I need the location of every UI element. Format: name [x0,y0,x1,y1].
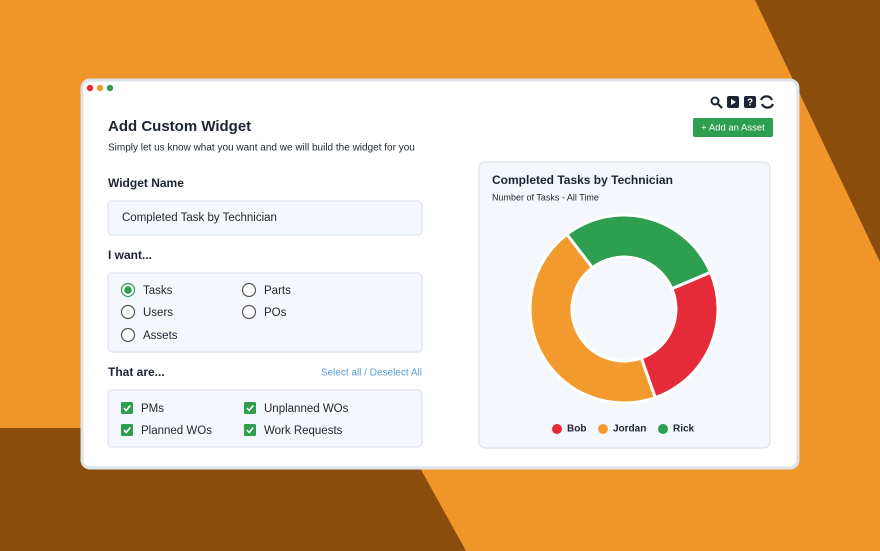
checkmark[interactable] [123,427,131,434]
radio-label[interactable]: POs [264,307,287,319]
donut-slice [639,270,720,400]
checkbox[interactable] [244,424,256,436]
radio[interactable] [120,304,136,320]
radio-label[interactable]: Tasks [143,285,173,297]
donut-slice [564,213,713,291]
field-label: I want... [108,248,152,262]
search-icon[interactable] [710,96,720,106]
radio-label[interactable]: Parts [264,285,291,297]
checkbox[interactable] [121,402,133,414]
toolbar-icons: ? [710,95,775,109]
donut-slice [528,232,658,405]
field-label: That are... [108,365,165,379]
chart-title: Completed Tasks by Technician [492,173,673,187]
checkmark[interactable] [246,427,254,434]
checkmark[interactable] [246,405,254,412]
svg-text:?: ? [747,98,753,109]
window-dot [86,84,94,92]
background-shape [755,0,880,262]
legend-swatch [658,424,668,434]
checkbox-label[interactable]: Planned WOs [141,425,212,437]
legend-swatch [552,424,562,434]
help-icon[interactable] [744,96,756,108]
checkbox[interactable] [244,402,256,414]
radio[interactable] [241,282,257,298]
options-box [107,272,423,353]
checkbox-label[interactable]: PMs [141,403,164,415]
button-label[interactable]: + Add an Asset [701,123,765,134]
radio-label[interactable]: Users [143,307,173,319]
radio[interactable] [241,304,257,320]
refresh-icon[interactable] [759,95,775,109]
checkbox-label[interactable]: Work Requests [264,425,343,437]
add-asset-button[interactable] [693,118,773,137]
page-subtitle: Simply let us know what you want and we … [108,143,415,154]
radio[interactable] [120,327,136,343]
window-dot [106,84,114,92]
field-label: Widget Name [108,176,184,190]
checkbox[interactable] [121,424,133,436]
legend-swatch [598,424,608,434]
window-dot [96,84,104,92]
input-value[interactable]: Completed Task by Technician [122,212,277,224]
radio-dot[interactable] [124,286,132,294]
chart-subtitle: Number of Tasks - All Time [492,192,599,202]
chart-card [478,161,771,449]
checkmark[interactable] [123,405,131,412]
legend-label: Jordan [613,424,646,435]
radio-label[interactable]: Assets [143,330,178,342]
text-input[interactable] [107,200,423,236]
page-title: Add Custom Widget [108,118,251,135]
legend-label: Rick [673,424,695,435]
checkbox-label[interactable]: Unplanned WOs [264,403,349,415]
select-all-link[interactable]: Select all / Deselect All [321,368,422,379]
legend-label: Bob [567,424,586,435]
filters-box [107,389,423,448]
